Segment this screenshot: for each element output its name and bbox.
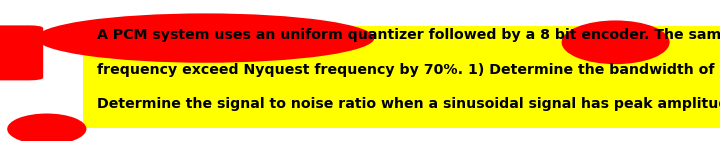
- FancyBboxPatch shape: [83, 26, 720, 128]
- Text: Determine the signal to noise ratio when a sinusoidal signal has peak amplitude : Determine the signal to noise ratio when…: [97, 97, 720, 111]
- Text: A PCM system uses an uniform quantizer followed by a 8 bit encoder. The sampling: A PCM system uses an uniform quantizer f…: [97, 28, 720, 42]
- Text: frequency exceed Nyquest frequency by 70%. 1) Determine the bandwidth of message: frequency exceed Nyquest frequency by 70…: [97, 63, 720, 77]
- Ellipse shape: [562, 20, 670, 64]
- FancyBboxPatch shape: [0, 25, 43, 80]
- Ellipse shape: [7, 114, 86, 141]
- Ellipse shape: [36, 13, 374, 63]
